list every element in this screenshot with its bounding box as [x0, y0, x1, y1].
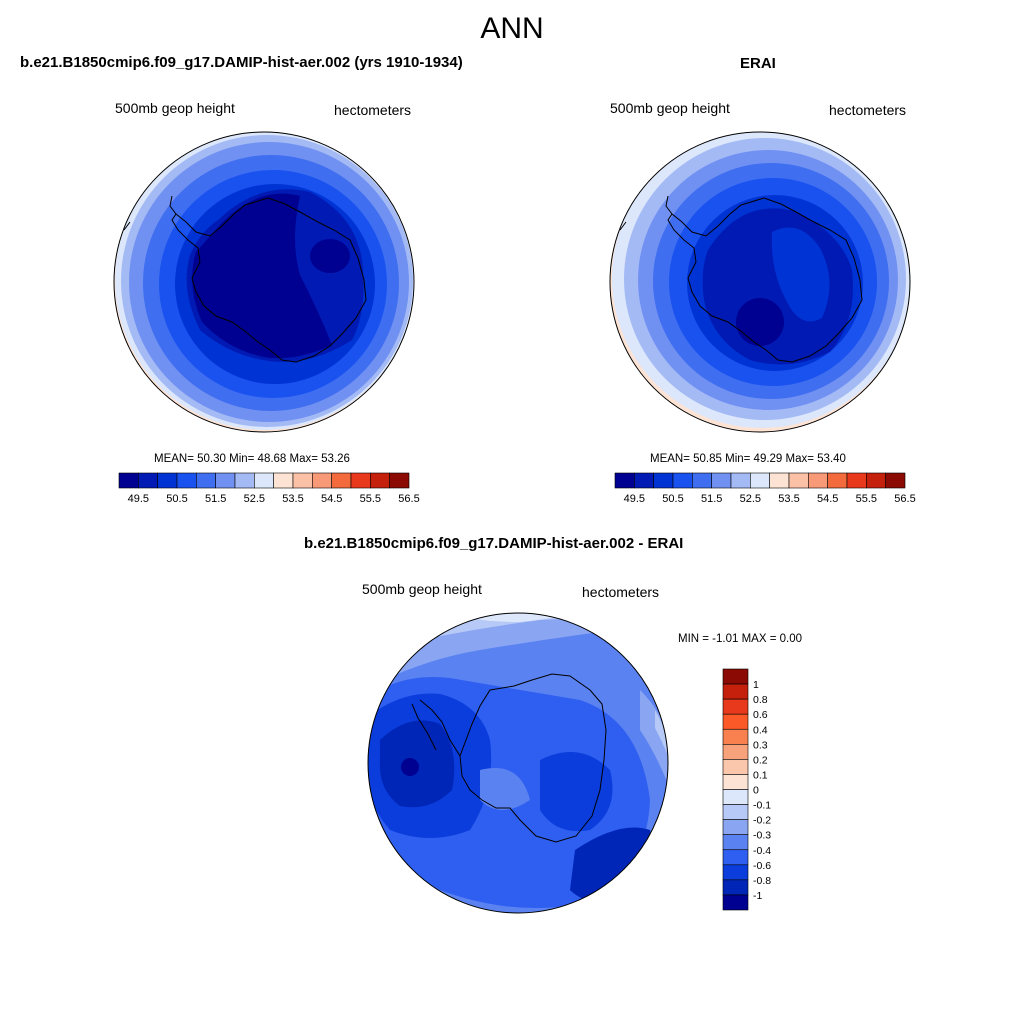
colorbar-1-swatch — [118, 472, 139, 489]
colorbar-3-swatch — [722, 804, 749, 820]
colorbar-2-tick-label: 50.5 — [662, 493, 683, 505]
panel-2-map — [609, 131, 911, 433]
panel-1-title: b.e21.B1850cmip6.f09_g17.DAMIP-hist-aer.… — [20, 54, 463, 71]
colorbar-2-swatch — [750, 472, 770, 489]
colorbar-1-tick-label: 53.5 — [282, 493, 303, 505]
colorbar-2-swatch — [653, 472, 674, 489]
colorbar-1-swatch — [254, 472, 274, 489]
panel-1-stats: MEAN= 50.30 Min= 48.68 Max= 53.26 — [154, 453, 350, 465]
panel-2-stats: MEAN= 50.85 Min= 49.29 Max= 53.40 — [650, 453, 846, 465]
panel-3-map — [367, 612, 669, 914]
colorbar-2-tick-label: 52.5 — [740, 493, 761, 505]
colorbar-1-swatch — [331, 472, 352, 489]
colorbar-2-swatch — [730, 472, 751, 489]
colorbar-2-tick-label: 49.5 — [624, 493, 645, 505]
colorbar-2-tick-label: 56.5 — [894, 493, 915, 505]
colorbar-3-tick-label: -0.4 — [753, 845, 771, 857]
panel-3-units-label: hectometers — [582, 584, 660, 600]
colorbar-3-swatch — [722, 849, 749, 866]
colorbar-3-swatch — [722, 728, 749, 745]
colorbar-3-tick-label: 0.2 — [753, 754, 768, 766]
colorbar-3-tick-label: 0 — [753, 785, 759, 797]
colorbar-2-swatch — [885, 472, 906, 489]
panel-3-variable-label: 500mb geop height — [362, 581, 482, 597]
colorbar-3-swatch — [722, 683, 749, 700]
colorbar-1-swatch — [234, 472, 255, 489]
colorbar-1-tick-label: 56.5 — [398, 493, 419, 505]
colorbar-1-swatch — [389, 472, 410, 489]
panel-2-colorbar: 49.5 50.5 51.5 52.5 53.5 54.5 55.5 56.5 — [614, 472, 916, 505]
colorbar-1-tick-label: 54.5 — [321, 493, 342, 505]
colorbar-2-tick-label: 54.5 — [817, 493, 838, 505]
colorbar-1-swatch — [312, 472, 332, 489]
panel-1-variable-label: 500mb geop height — [115, 100, 235, 116]
colorbar-3-tick-label: 0.6 — [753, 709, 768, 721]
colorbar-1-swatch — [292, 472, 313, 489]
colorbar-3-tick-label: -1 — [753, 890, 762, 902]
colorbar-3-swatch — [722, 819, 749, 835]
colorbar-1-swatch — [157, 472, 178, 489]
panel-3-stats: MIN = -1.01 MAX = 0.00 — [678, 633, 803, 645]
colorbar-1-swatch — [273, 472, 294, 489]
colorbar-1-tick-label: 55.5 — [360, 493, 381, 505]
colorbar-3-swatch — [722, 668, 749, 685]
colorbar-3-tick-label: -0.2 — [753, 815, 771, 827]
colorbar-3-swatch — [722, 879, 749, 896]
colorbar-3-swatch — [722, 698, 749, 715]
colorbar-3-tick-label: -0.1 — [753, 800, 771, 812]
colorbar-1-swatch — [176, 472, 197, 489]
colorbar-2-swatch — [846, 472, 867, 489]
colorbar-2-tick-label: 55.5 — [856, 493, 877, 505]
panel-2-title: ERAI — [740, 55, 776, 72]
colorbar-1-swatch — [215, 472, 236, 489]
panel-1-map — [113, 131, 415, 433]
colorbar-3-tick-label: 0.3 — [753, 739, 768, 751]
colorbar-1-tick-label: 50.5 — [166, 493, 187, 505]
colorbar-3-tick-label: 0.1 — [753, 769, 768, 781]
colorbar-3-swatch — [722, 789, 749, 805]
colorbar-2-swatch — [866, 472, 886, 489]
colorbar-1-swatch — [350, 472, 371, 489]
colorbar-1-swatch — [138, 472, 158, 489]
colorbar-3-swatch — [722, 864, 749, 881]
colorbar-1-swatch — [196, 472, 216, 489]
panel-1-colorbar: 49.5 50.5 51.5 52.5 53.5 54.5 55.5 56.5 — [118, 472, 420, 505]
colorbar-2-swatch — [827, 472, 848, 489]
colorbar-2-swatch — [711, 472, 732, 489]
colorbar-3-swatch — [722, 834, 749, 851]
colorbar-3-tick-label: 0.4 — [753, 724, 768, 736]
colorbar-2-tick-label: 51.5 — [701, 493, 722, 505]
colorbar-2-swatch — [634, 472, 654, 489]
colorbar-2-swatch — [769, 472, 790, 489]
colorbar-1-tick-label: 49.5 — [128, 493, 149, 505]
colorbar-3-swatch — [722, 713, 749, 730]
colorbar-1-tick-label: 52.5 — [244, 493, 265, 505]
colorbar-3-swatch — [722, 774, 749, 790]
colorbar-2-swatch — [614, 472, 635, 489]
colorbar-1-tick-label: 51.5 — [205, 493, 226, 505]
colorbar-3-tick-label: 0.8 — [753, 694, 768, 706]
panel-2-variable-label: 500mb geop height — [610, 100, 730, 116]
colorbar-3-swatch — [722, 744, 749, 760]
colorbar-3-tick-label: 1 — [753, 679, 759, 691]
colorbar-3-tick-label: -0.6 — [753, 860, 771, 872]
colorbar-2-swatch — [692, 472, 712, 489]
colorbar-2-tick-label: 53.5 — [778, 493, 799, 505]
colorbar-3-tick-label: -0.8 — [753, 875, 771, 887]
panel-1-units-label: hectometers — [334, 102, 412, 118]
colorbar-1-swatch — [370, 472, 390, 489]
colorbar-2-swatch — [788, 472, 809, 489]
panel-2-units-label: hectometers — [829, 102, 907, 118]
colorbar-2-swatch — [808, 472, 828, 489]
colorbar-3-tick-label: -0.3 — [753, 830, 771, 842]
panel-3-colorbar: 1 0.8 0.6 0.4 0.3 0.2 0.1 0 -0.1 -0.2 -0.3 -0.4 -0.6… — [722, 668, 771, 911]
figure-title: ANN — [480, 12, 544, 45]
colorbar-2-swatch — [672, 472, 693, 489]
colorbar-3-swatch — [722, 759, 749, 775]
colorbar-3-swatch — [722, 894, 749, 911]
panel-3-title: b.e21.B1850cmip6.f09_g17.DAMIP-hist-aer.… — [304, 535, 684, 552]
